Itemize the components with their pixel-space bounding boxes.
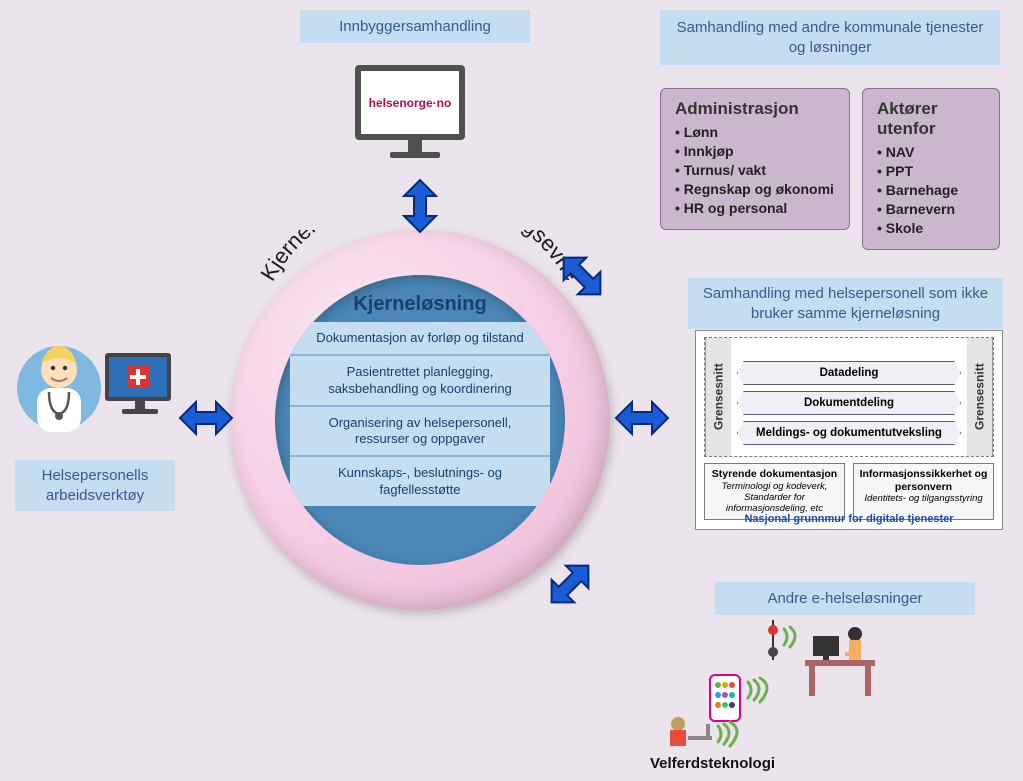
actors-item: Barnehage (877, 181, 985, 200)
welfare-tech-cluster: Velferdsteknologi (630, 620, 930, 770)
interface-side-left: Grensesnitt (705, 338, 731, 456)
double-arrow-left (178, 396, 234, 440)
interface-footer: Nasjonal grunnmur for digitale tjenester (696, 513, 1002, 525)
interface-diagram: Grensesnitt Datadeling Dokumentdeling Me… (695, 330, 1003, 530)
label-ehelse: Andre e-helseløsninger (715, 582, 975, 615)
doctor-workstation-icon (15, 335, 175, 445)
interface-pill: Meldings- og dokumentutveksling (737, 421, 961, 445)
ring-row: Organisering av helsepersonell, ressurse… (290, 407, 550, 458)
label-tool: Helsepersonells arbeidsverktøy (15, 460, 175, 511)
ring-row: Kunnskaps-, beslutnings- og fagfellesstø… (290, 457, 550, 506)
welfare-tech-icon (630, 620, 930, 760)
welfare-label: Velferdsteknologi (650, 755, 775, 772)
interface-pill: Dokumentdeling (737, 391, 961, 415)
admin-item: Innkjøp (675, 142, 835, 161)
medical-monitor-icon (105, 353, 175, 423)
ring-center-title: Kjerneløsning (353, 293, 486, 316)
actors-item: Skole (877, 219, 985, 238)
actors-title: Aktører utenfor (877, 99, 985, 139)
label-municipal: Samhandling med andre kommunale tjeneste… (660, 10, 1000, 65)
double-arrow-right (614, 396, 670, 440)
double-arrow-up (398, 178, 442, 234)
interface-side-right: Grensesnitt (967, 338, 993, 456)
admin-title: Administrasjon (675, 99, 835, 119)
interface-pill: Datadeling (737, 361, 961, 385)
admin-item: Lønn (675, 123, 835, 142)
monitor-helsenorge: helsenorge·no (355, 65, 475, 165)
core-solution-ring: Kjerneløsningens samhandlingsevne Kjerne… (230, 230, 610, 610)
interface-bottom-right: Informasjonssikkerhet og personvern Iden… (853, 463, 994, 520)
ring-row: Pasientrettet planlegging, saksbehandlin… (290, 356, 550, 407)
admin-item: Regnskap og økonomi (675, 180, 835, 199)
monitor-screen-text: helsenorge·no (355, 65, 465, 140)
admin-item: HR og personal (675, 199, 835, 218)
label-health-personnel: Samhandling med helsepersonell som ikke … (688, 278, 1003, 329)
ring-row: Dokumentasjon av forløp og tilstand (290, 322, 550, 356)
admin-item: Turnus/ vakt (675, 161, 835, 180)
box-administration: Administrasjon Lønn Innkjøp Turnus/ vakt… (660, 88, 850, 230)
box-actors: Aktører utenfor NAV PPT Barnehage Barnev… (862, 88, 1000, 250)
interface-bottom-left: Styrende dokumentasjon Terminologi og ko… (704, 463, 845, 520)
label-citizen: Innbyggersamhandling (300, 10, 530, 43)
actors-item: NAV (877, 143, 985, 162)
actors-item: Barnevern (877, 200, 985, 219)
actors-item: PPT (877, 162, 985, 181)
